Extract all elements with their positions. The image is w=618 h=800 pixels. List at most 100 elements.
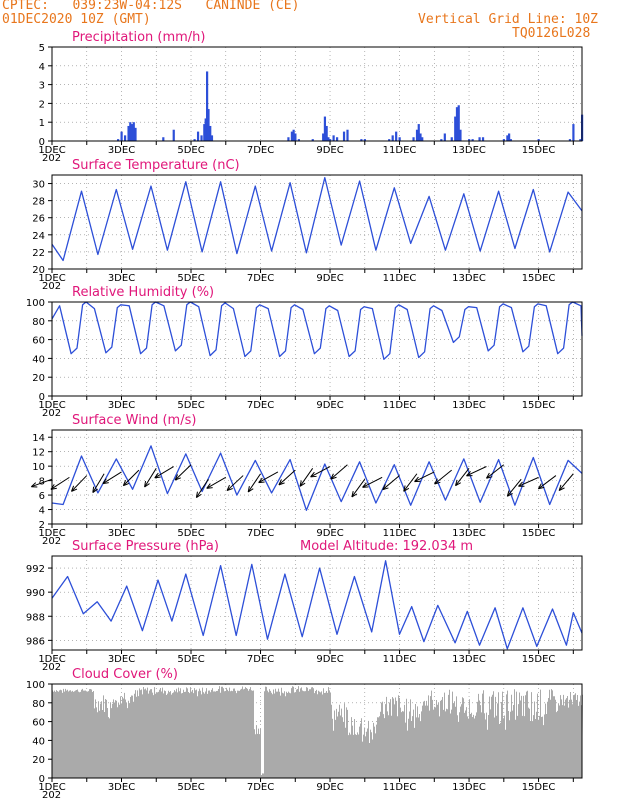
y-tick-label: 20 (32, 373, 45, 384)
series-line (51, 301, 583, 360)
precip-bar (572, 124, 575, 141)
precip-bar (120, 131, 123, 141)
series-line (51, 176, 583, 262)
wind-arrowhead (382, 484, 389, 491)
wind-vector (122, 469, 140, 487)
precip-bar (329, 139, 332, 141)
precip-bar (323, 116, 327, 141)
x-tick-label: 11DEC (383, 528, 417, 539)
precip-bar (459, 129, 462, 141)
y-tick-label: 4 (39, 62, 45, 73)
precip-bar (196, 131, 200, 141)
precip-bar (509, 139, 512, 141)
precip-bar (471, 139, 474, 141)
x-tick-label: 13DEC (452, 145, 486, 156)
x-tick-label: 15DEC (522, 273, 556, 284)
x-tick-label: 9DEC (316, 654, 343, 665)
wind-vector (144, 468, 157, 488)
header-location: CPTEC: 039:23W-04:12S CANINDE (CE) (2, 0, 300, 13)
wind-vector (102, 471, 122, 485)
precip-bar (130, 124, 134, 141)
precip-bar (508, 133, 511, 141)
panel-1 (48, 46, 584, 145)
precip-bar (440, 139, 443, 141)
x-tick-label: 15DEC (522, 528, 556, 539)
precip-bar (292, 129, 295, 141)
wind-arrowhead (414, 476, 421, 483)
y-tick-label: 986 (26, 636, 45, 647)
y-tick-label: 10 (32, 462, 45, 473)
x-tick-label: 9DEC (316, 528, 343, 539)
wind-vector (50, 476, 70, 490)
panel-title: Relative Humidity (%) (72, 285, 214, 300)
wind-arrowhead (144, 480, 150, 488)
x-tick-label: 7DEC (247, 273, 274, 284)
x-tick-label: 15DEC (522, 782, 556, 793)
precip-bar (123, 135, 127, 141)
wind-arrowhead (434, 478, 441, 485)
x-tick-label: 15DEC (522, 145, 556, 156)
wind-vector (362, 476, 383, 488)
x-tick-label: 9DEC (316, 400, 343, 411)
precip-bar (457, 105, 460, 141)
precip-bar (346, 129, 349, 141)
x-tick-label: 9DEC (316, 782, 343, 793)
panel-frame (51, 174, 583, 270)
wind-arrowhead (299, 480, 306, 487)
y-tick-label: 100 (26, 298, 45, 309)
panel-title: Precipitation (mm/h) (72, 30, 205, 45)
x-tick-label: 1DEC (38, 273, 65, 284)
x-tick-label: 5DEC (177, 400, 204, 411)
x-tick-label: 1DEC (38, 145, 65, 156)
x-tick-label: 3DEC (108, 528, 135, 539)
wind-arrowhead (362, 482, 369, 488)
wind-vector (278, 469, 296, 486)
panel-title: Surface Temperature (nC) (72, 158, 240, 173)
y-tick-label: 3 (39, 81, 45, 92)
wind-vector (466, 466, 487, 477)
x-tick-label: 7DEC (247, 145, 274, 156)
wind-vector (351, 478, 366, 498)
wind-arrowhead (258, 477, 265, 484)
panel-title: Surface Wind (m/s) (72, 413, 196, 428)
wind-arrowhead (102, 478, 109, 485)
x-tick-label: 3DEC (108, 654, 135, 665)
wind-vector (310, 466, 331, 478)
y-tick-label: 80 (32, 317, 45, 328)
y-tick-label: 12 (32, 448, 45, 459)
wind-arrowhead (455, 479, 461, 487)
panel-frame (51, 429, 583, 525)
x-tick-label-cut: 202 (42, 536, 61, 547)
precip-bar (200, 135, 203, 141)
y-tick-label: 8 (39, 477, 45, 488)
y-tick-label: 100 (26, 680, 45, 691)
x-tick-label: 13DEC (452, 400, 486, 411)
precip-bar (209, 125, 212, 141)
wind-vector (31, 478, 53, 488)
y-tick-label: 40 (32, 354, 45, 365)
wind-vector (92, 473, 105, 493)
panel-title: Cloud Cover (%) (72, 667, 178, 682)
x-tick-label-cut: 202 (42, 153, 61, 164)
wind-vector (247, 473, 261, 493)
x-tick-label: 11DEC (383, 654, 417, 665)
x-tick-label: 11DEC (383, 400, 417, 411)
x-tick-label: 11DEC (383, 782, 417, 793)
y-tick-label: 992 (26, 564, 45, 575)
wind-arrowhead (403, 485, 410, 492)
x-tick-label: 5DEC (177, 782, 204, 793)
y-tick-label: 22 (32, 248, 45, 259)
x-tick-label: 1DEC (38, 528, 65, 539)
wind-vector (382, 475, 400, 491)
x-tick-label: 5DEC (177, 654, 204, 665)
precip-bar (363, 139, 366, 141)
x-tick-label-cut: 202 (42, 281, 61, 292)
wind-vector (299, 468, 314, 487)
panel-frame (51, 555, 583, 651)
x-tick-label: 13DEC (452, 654, 486, 665)
wind-vector (558, 473, 574, 491)
precip-bar (391, 135, 394, 141)
x-tick-label: 3DEC (108, 145, 135, 156)
precip-bar (388, 139, 391, 141)
wind-arrowhead (518, 481, 525, 487)
